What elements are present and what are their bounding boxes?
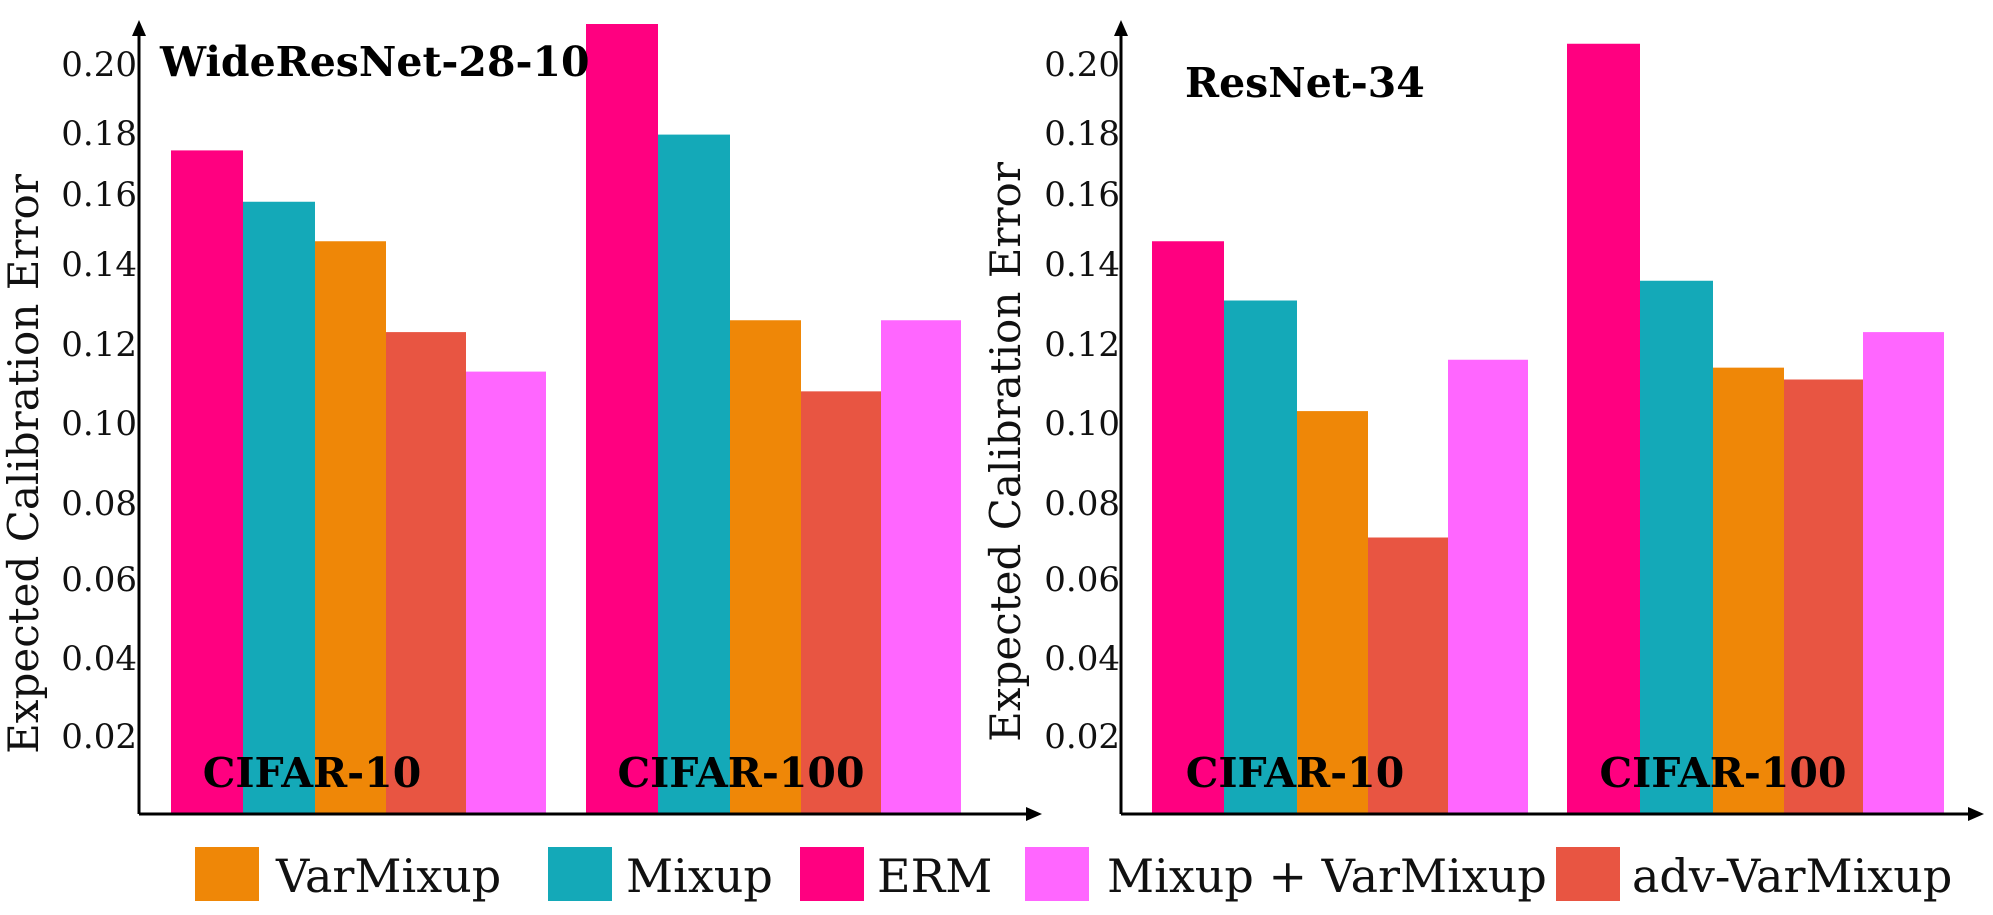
y-tick-label-wideresnet-28-10-0-20: 0.20 [61,45,137,85]
bar-resnet-34-cifar-100-varmixup [1713,367,1784,814]
panel-title-resnet-34: ResNet-34 [1185,59,1425,107]
legend-swatch-varmixup [195,847,259,901]
bar-wideresnet-28-10-cifar-100-mixup-varmixup [881,320,961,814]
y-tick-label-resnet-34-0-10: 0.10 [1044,404,1120,444]
group-label-wideresnet-28-10-cifar-10: CIFAR-10 [203,749,421,797]
bar-wideresnet-28-10-cifar-10-adv-varmixup [386,332,466,814]
bar-resnet-34-cifar-100-adv-varmixup [1784,379,1863,814]
y-axis-title-resnet-34: Expected Calibration Error [981,161,1030,742]
bar-resnet-34-cifar-10-adv-varmixup [1368,537,1448,814]
bar-resnet-34-cifar-10-mixup [1224,300,1297,814]
legend-label-mixup: Mixup [626,849,773,903]
bar-resnet-34-cifar-100-mixup [1640,280,1713,814]
y-tick-label-wideresnet-28-10-0-16: 0.16 [61,175,137,215]
legend-label-varmixup: VarMixup [275,849,501,903]
bar-resnet-34-cifar-10-mixup-varmixup [1448,359,1528,814]
y-tick-label-wideresnet-28-10-0-06: 0.06 [61,560,137,600]
panel-title-wideresnet-28-10: WideResNet-28-10 [159,38,590,86]
bar-wideresnet-28-10-cifar-10-mixup [243,201,315,814]
y-tick-label-wideresnet-28-10-0-10: 0.10 [61,404,137,444]
group-label-resnet-34-cifar-100: CIFAR-100 [1599,749,1846,797]
legend-label-mixup-varmixup: Mixup + VarMixup [1107,849,1547,903]
y-tick-label-resnet-34-0-14: 0.14 [1044,245,1120,285]
y-tick-label-resnet-34-0-08: 0.08 [1044,484,1120,524]
bar-wideresnet-28-10-cifar-100-adv-varmixup [801,391,881,814]
bar-wideresnet-28-10-cifar-10-erm [171,150,243,814]
y-axis-arrow-wideresnet-28-10 [132,20,146,36]
y-tick-label-wideresnet-28-10-0-12: 0.12 [61,325,137,365]
bar-wideresnet-28-10-cifar-100-erm [586,24,658,814]
y-tick-label-wideresnet-28-10-0-04: 0.04 [61,639,137,679]
y-tick-label-resnet-34-0-04: 0.04 [1044,639,1120,679]
legend-label-adv-varmixup: adv-VarMixup [1632,849,1952,903]
legend-swatch-mixup [548,847,612,901]
y-axis-title-wideresnet-28-10: Expected Calibration Error [0,173,48,754]
group-label-wideresnet-28-10-cifar-100: CIFAR-100 [617,749,864,797]
y-axis-arrow-resnet-34 [1114,20,1128,36]
x-axis-arrow-wideresnet-28-10 [1026,807,1042,821]
bar-wideresnet-28-10-cifar-100-varmixup [730,320,801,814]
y-tick-label-wideresnet-28-10-0-18: 0.18 [61,114,137,154]
legend-swatch-mixup-varmixup [1025,847,1089,901]
y-tick-label-wideresnet-28-10-0-14: 0.14 [61,245,137,285]
bar-resnet-34-cifar-10-erm [1152,241,1224,814]
x-axis-arrow-resnet-34 [1968,807,1984,821]
bar-resnet-34-cifar-10-varmixup [1297,411,1368,814]
y-tick-label-resnet-34-0-06: 0.06 [1044,560,1120,600]
y-tick-label-resnet-34-0-16: 0.16 [1044,175,1120,215]
legend-swatch-adv-varmixup [1556,847,1620,901]
bar-resnet-34-cifar-100-erm [1567,43,1640,814]
y-tick-label-resnet-34-0-12: 0.12 [1044,325,1120,365]
bar-wideresnet-28-10-cifar-10-varmixup [315,241,386,814]
y-tick-label-resnet-34-0-20: 0.20 [1044,45,1120,85]
y-tick-label-resnet-34-0-18: 0.18 [1044,114,1120,154]
group-label-resnet-34-cifar-10: CIFAR-10 [1186,749,1404,797]
y-tick-label-wideresnet-28-10-0-02: 0.02 [61,717,137,757]
legend-label-erm: ERM [877,849,992,903]
bar-resnet-34-cifar-100-mixup-varmixup [1863,332,1944,814]
y-tick-label-resnet-34-0-02: 0.02 [1044,717,1120,757]
bar-wideresnet-28-10-cifar-100-mixup [658,134,730,815]
bar-wideresnet-28-10-cifar-10-mixup-varmixup [466,371,546,814]
legend-swatch-erm [800,847,864,901]
y-tick-label-wideresnet-28-10-0-08: 0.08 [61,484,137,524]
